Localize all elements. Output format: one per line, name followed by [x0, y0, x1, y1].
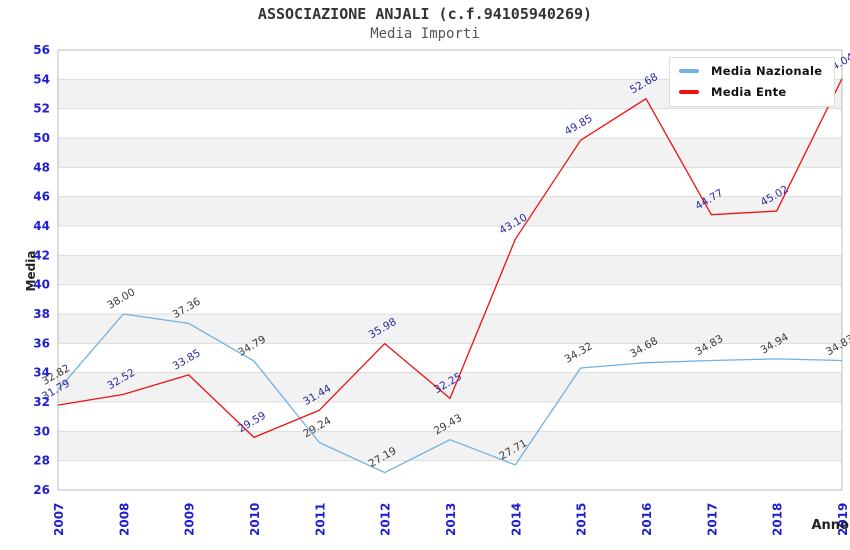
x-axis-title: Anno — [811, 518, 849, 533]
y-axis-tick-label: 34 — [33, 366, 50, 380]
chart-subtitle: Media Importi — [370, 26, 480, 42]
x-axis-tick-label: 2011 — [313, 503, 327, 536]
y-axis-tick-label: 32 — [33, 395, 50, 409]
x-axis-tick-label: 2015 — [575, 503, 589, 536]
nazionale-line-swatch-icon — [679, 69, 699, 73]
series-line-media-ente — [57, 78, 843, 438]
y-axis-tick-label: 48 — [33, 160, 50, 174]
x-axis-tick-label: 2012 — [379, 503, 393, 536]
chart-title: ASSOCIAZIONE ANJALI (c.f.94105940269) — [257, 5, 593, 23]
chart-legend: Media Nazionale Media Ente — [669, 57, 836, 107]
plot-band — [58, 431, 842, 461]
x-axis-tick-label: 2019 — [836, 503, 850, 536]
legend-label: Media Nazionale — [711, 64, 823, 78]
y-axis-tick-label: 42 — [33, 248, 50, 262]
plot-band — [58, 108, 842, 138]
ente-line-swatch-icon — [679, 90, 699, 94]
y-axis-tick-label: 44 — [33, 219, 50, 233]
x-axis-tick-label: 2013 — [444, 503, 458, 536]
y-axis-tick-label: 30 — [33, 424, 50, 438]
x-axis-tick-label: 2014 — [509, 503, 523, 536]
y-axis-title: Media — [24, 251, 38, 292]
y-axis-tick-label: 54 — [33, 72, 50, 86]
legend-item-media-nazionale: Media Nazionale — [679, 64, 822, 78]
plot-band — [58, 402, 842, 432]
y-axis-tick-label: 50 — [33, 131, 50, 145]
x-axis-tick-label: 2009 — [183, 503, 197, 536]
x-axis-tick-label: 2018 — [771, 503, 785, 536]
y-axis-tick-label: 40 — [33, 278, 50, 292]
y-axis-tick-label: 52 — [33, 102, 50, 116]
x-axis-tick-label: 2007 — [52, 503, 66, 536]
x-axis-tick-label: 2010 — [248, 503, 262, 536]
plot-band — [58, 196, 842, 226]
y-axis-tick-label: 38 — [33, 307, 50, 321]
y-axis-tick-label: 46 — [33, 190, 50, 204]
plot-band — [58, 460, 842, 490]
plot-band — [58, 284, 842, 314]
plot-band — [58, 138, 842, 168]
y-axis-tick-label: 36 — [33, 336, 50, 350]
y-axis-tick-label: 28 — [33, 454, 50, 468]
x-axis-tick-label: 2017 — [705, 503, 719, 536]
plot-band — [58, 314, 842, 344]
y-axis-tick-label: 26 — [33, 483, 50, 497]
plot-band — [58, 226, 842, 256]
plot-band — [58, 255, 842, 285]
series-line-media-nazionale — [57, 313, 843, 474]
legend-label: Media Ente — [711, 85, 787, 99]
legend-item-media-ente: Media Ente — [679, 85, 822, 99]
plot-band — [58, 167, 842, 197]
plot-border — [57, 49, 843, 491]
x-axis-tick-label: 2016 — [640, 503, 654, 536]
y-axis-tick-label: 56 — [33, 43, 50, 57]
plot-band — [58, 343, 842, 373]
x-axis-tick-label: 2008 — [117, 503, 131, 536]
